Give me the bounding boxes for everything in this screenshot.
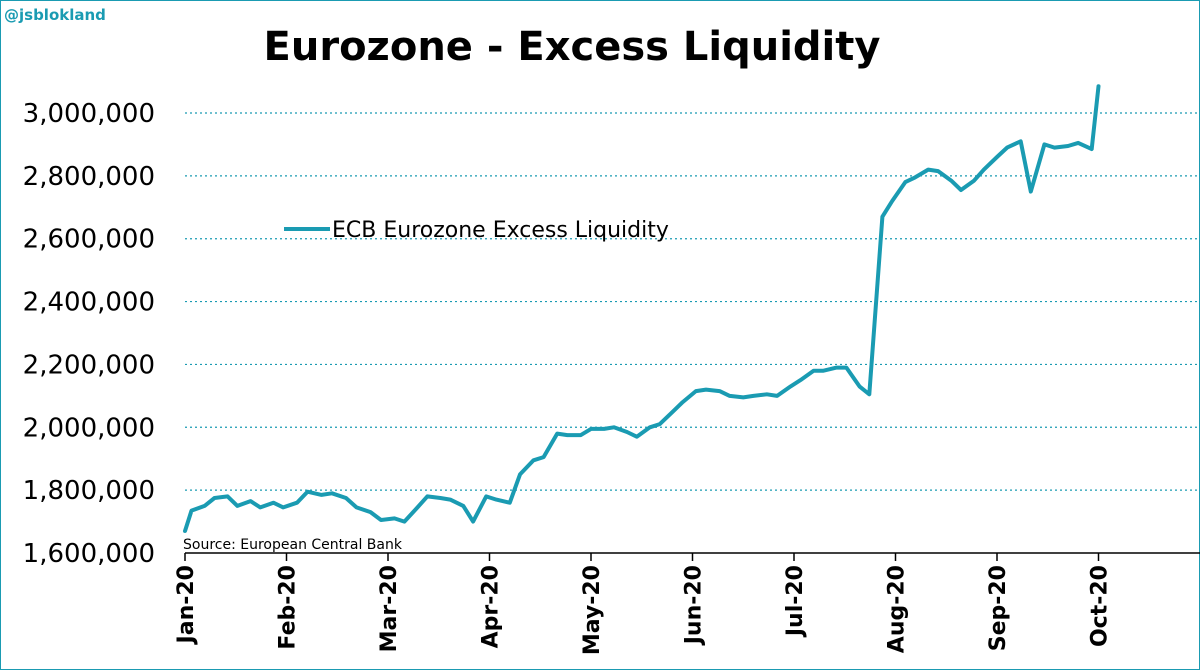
x-tick-label: Apr-20 bbox=[479, 565, 504, 648]
x-axis-ticks: Jan-20 Feb-20 Mar-20 Apr-20 May-20 Jun-20 Jul-… bbox=[174, 553, 1113, 655]
y-axis-ticks: 1,600,000 1,800,000 2,000,000 2,200,000 2,40… bbox=[23, 99, 155, 569]
y-tick-label: 2,200,000 bbox=[23, 350, 155, 380]
y-tick-label: 2,800,000 bbox=[23, 162, 155, 192]
y-tick-label: 1,600,000 bbox=[23, 539, 155, 569]
chart-title: Eurozone - Excess Liquidity bbox=[264, 24, 881, 70]
source-note: Source: European Central Bank bbox=[183, 537, 403, 553]
x-tick-label: Mar-20 bbox=[377, 565, 402, 652]
x-tick-label: Feb-20 bbox=[276, 565, 301, 650]
y-tick-label: 3,000,000 bbox=[23, 99, 155, 129]
series-line bbox=[183, 84, 1101, 533]
y-tick-label: 2,400,000 bbox=[23, 288, 155, 318]
series-layer bbox=[183, 84, 1101, 533]
x-tick-label: Jul-20 bbox=[783, 565, 808, 638]
x-tick-label: Aug-20 bbox=[885, 565, 910, 653]
legend-label: ECB Eurozone Excess Liquidity bbox=[332, 218, 669, 243]
legend: ECB Eurozone Excess Liquidity bbox=[284, 218, 669, 243]
x-tick-label: Oct-20 bbox=[1088, 565, 1113, 647]
watermark: @jsblokland bbox=[4, 6, 106, 24]
grid-lines bbox=[185, 112, 1200, 491]
x-tick-label: Jun-20 bbox=[682, 565, 707, 646]
y-tick-label: 2,600,000 bbox=[23, 225, 155, 255]
y-tick-label: 1,800,000 bbox=[23, 476, 155, 506]
x-tick-label: Jan-20 bbox=[174, 565, 199, 645]
y-tick-label: 2,000,000 bbox=[23, 413, 155, 443]
x-tick-label: May-20 bbox=[580, 565, 605, 655]
x-tick-label: Sep-20 bbox=[986, 565, 1011, 651]
